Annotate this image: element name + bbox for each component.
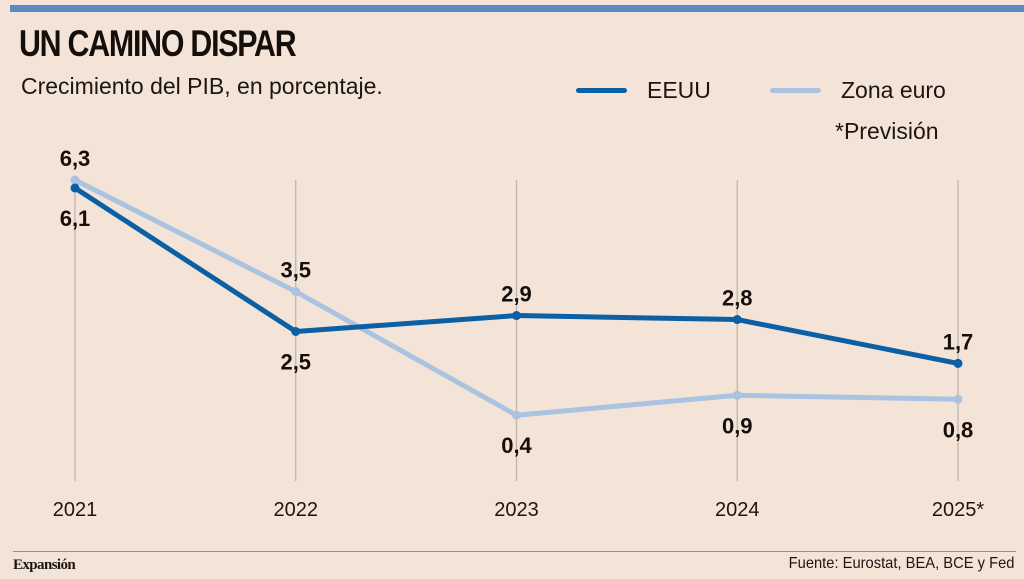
data-label-eeuu: 2,8: [722, 286, 753, 311]
x-axis-ticks: 2021 2022 2023 2024 2025*: [53, 499, 985, 521]
data-label-zona-euro: 0,9: [722, 413, 753, 438]
data-label-eeuu: 6,1: [60, 206, 91, 231]
data-point-eeuu: [291, 326, 301, 336]
data-point-eeuu: [512, 311, 521, 321]
data-point-zona-euro: [732, 390, 742, 400]
data-labels: 6,3 3,5 0,4 0,9 0,8 6,1 2,5 2,9 2,8 1,7: [60, 146, 974, 458]
data-label-zona-euro: 0,4: [501, 433, 532, 458]
series-lines: [70, 175, 963, 420]
data-point-eeuu: [732, 315, 742, 325]
data-label-zona-euro: 0,8: [943, 417, 974, 442]
data-point-eeuu: [953, 358, 963, 368]
source-note: Fuente: Eurostat, BEA, BCE y Fed: [788, 555, 1014, 572]
data-point-zona-euro: [512, 410, 521, 420]
footer-divider: [13, 551, 1016, 552]
data-label-zona-euro: 3,5: [280, 258, 311, 283]
data-point-eeuu: [70, 183, 80, 193]
chart-subtitle: Crecimiento del PIB, en porcentaje.: [21, 73, 383, 99]
data-label-eeuu: 1,7: [943, 329, 974, 354]
x-tick-label: 2025*: [932, 499, 984, 521]
x-tick-label: 2024: [715, 499, 760, 521]
data-label-eeuu: 2,9: [501, 282, 532, 307]
data-label-eeuu: 2,5: [280, 349, 311, 374]
data-point-zona-euro: [953, 394, 963, 404]
data-point-zona-euro: [291, 287, 301, 297]
brand-logo: Expansión: [13, 557, 76, 573]
x-tick-label: 2022: [274, 499, 319, 521]
data-label-zona-euro: 6,3: [60, 146, 91, 171]
top-accent-bar: [10, 5, 1024, 12]
x-tick-label: 2021: [53, 499, 98, 521]
chart-title: UN CAMINO DISPAR: [19, 23, 297, 64]
data-point-zona-euro: [70, 175, 80, 185]
x-tick-label: 2023: [494, 499, 539, 521]
